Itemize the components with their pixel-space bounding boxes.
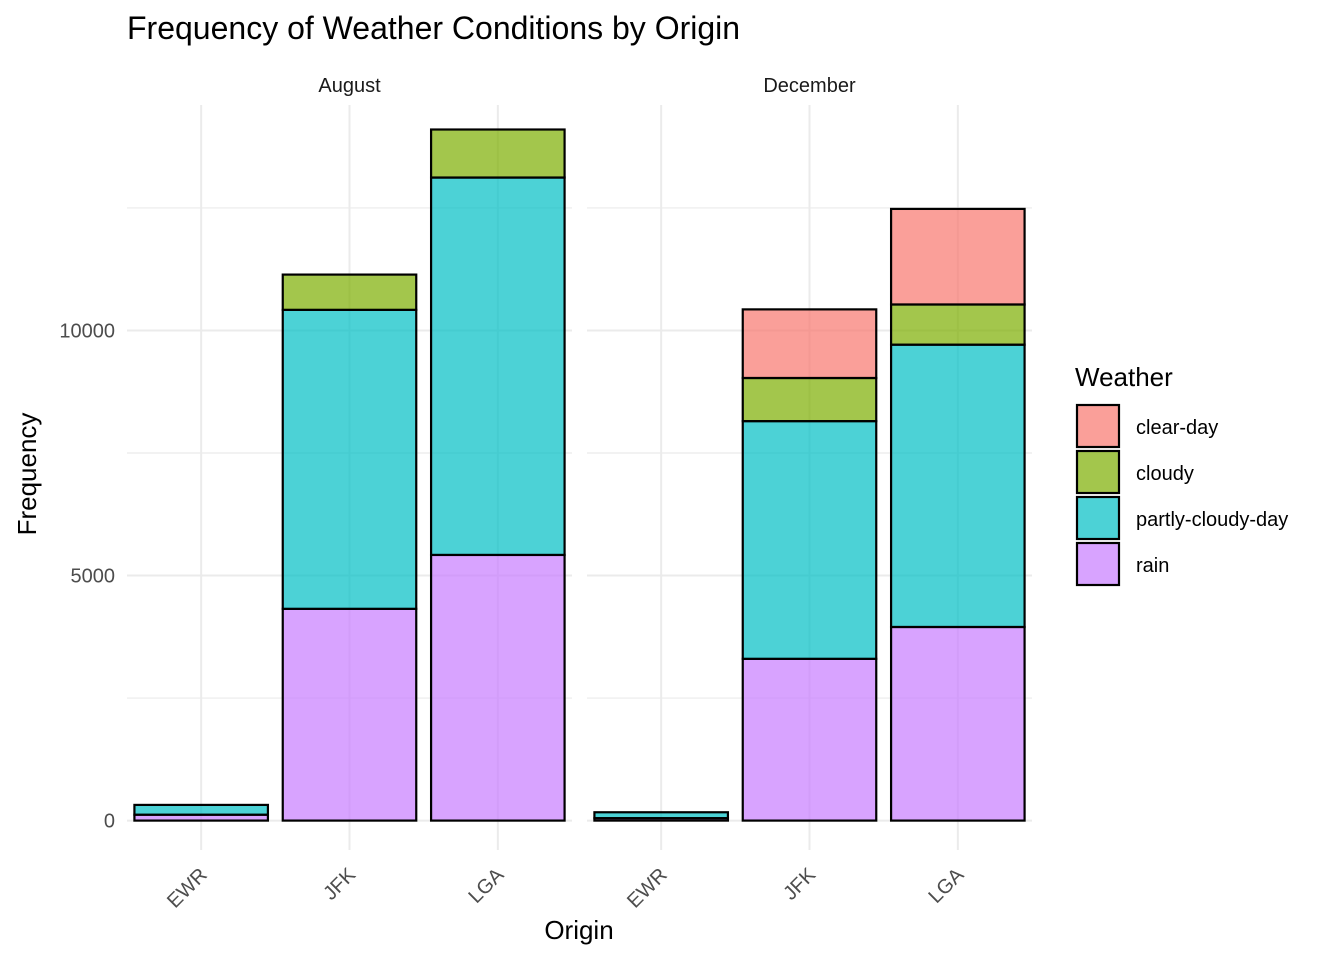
chart-title: Frequency of Weather Conditions by Origi… [127,10,740,46]
legend-key-clear-day [1075,403,1121,449]
bar-segment-cloudy [281,273,418,311]
bar-december-jfk [741,308,878,822]
bar-segment-clear-day [889,207,1026,306]
legend-title: Weather [1075,362,1173,392]
bar-december-lga [889,207,1026,822]
x-tick-label: JFK [319,864,360,905]
x-tick-label: LGA [925,864,969,908]
bar-august-jfk [281,273,418,822]
y-axis-title: Frequency [12,413,42,536]
legend-label-clear-day: clear-day [1136,417,1218,439]
bar-segment-rain [741,657,878,822]
bar-segment-rain [889,625,1026,822]
bar-segment-partly-cloudy-day [133,803,270,816]
legend-label-cloudy: cloudy [1136,463,1194,485]
bar-december-ewr [593,811,730,822]
facet-panels: EWR JFK LGA August EWR JFK LGA December [127,75,1032,913]
x-tick-label: LGA [465,864,509,908]
x-tick-label: EWR [623,864,672,913]
bar-segment-partly-cloudy-day [741,420,878,660]
bar-segment-rain [429,553,566,822]
legend-key-partly-cloudy-day [1075,495,1121,541]
facet-panel-december: EWR JFK LGA December [587,75,1032,913]
legend-label-partly-cloudy-day: partly-cloudy-day [1136,509,1288,531]
bar-august-lga [429,128,566,822]
legend-item-rain: rain [1075,541,1169,587]
bar-segment-partly-cloudy-day [429,176,566,557]
bar-segment-cloudy [429,128,566,179]
x-tick-label: EWR [163,864,212,913]
y-tick-label: 5000 [71,566,116,588]
y-tick-label: 10000 [59,320,115,342]
bar-august-ewr [133,803,270,822]
bar-segment-cloudy [741,376,878,423]
legend-label-rain: rain [1136,555,1169,577]
bar-segment-cloudy [889,303,1026,346]
facet-label-august: August [318,75,381,97]
bar-segment-partly-cloudy-day [889,343,1026,629]
y-axis-ticks: 0 5000 10000 [59,320,115,832]
legend-key-rain [1075,541,1121,587]
facet-panel-august: EWR JFK LGA August [127,75,572,913]
legend: Weather clear-day cloudy partly-cloudy-day… [1075,362,1288,587]
legend-item-clear-day: clear-day [1075,403,1218,449]
legend-key-cloudy [1075,449,1121,495]
legend-item-cloudy: cloudy [1075,449,1194,495]
bar-segment-clear-day [741,308,878,380]
y-tick-label: 0 [104,811,115,833]
legend-item-partly-cloudy-day: partly-cloudy-day [1075,495,1288,541]
x-tick-label: JFK [779,864,820,905]
bar-segment-partly-cloudy-day [281,308,418,610]
bar-segment-partly-cloudy-day [593,811,730,820]
facet-label-december: December [763,75,856,97]
x-axis-title: Origin [544,915,613,945]
bar-segment-rain [281,607,418,822]
